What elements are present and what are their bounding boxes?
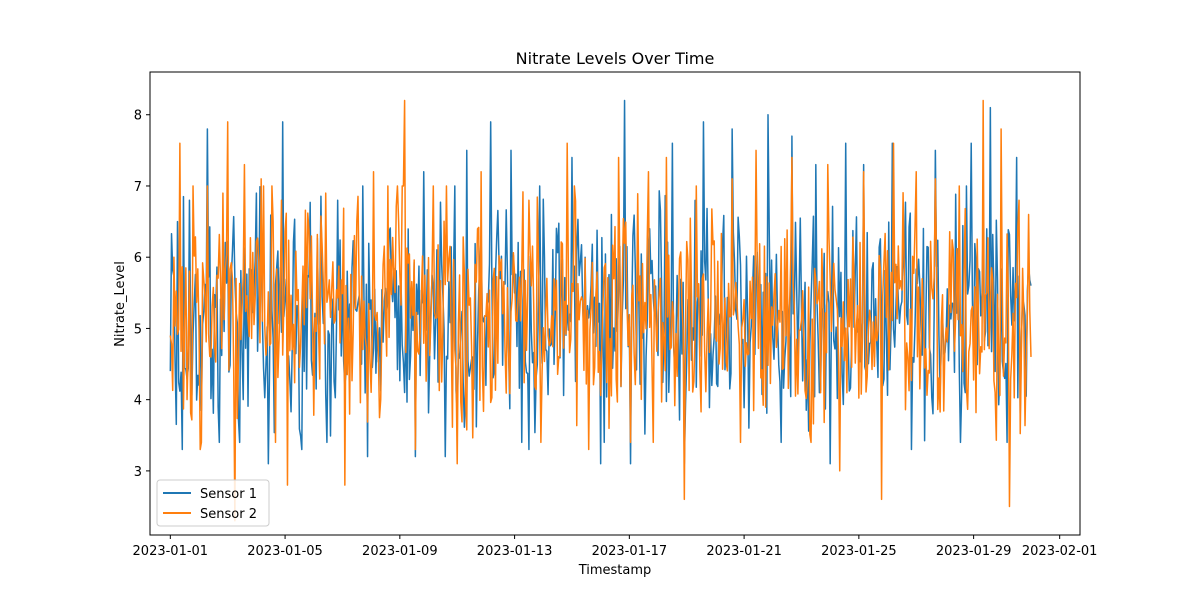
- x-tick-label: 2023-01-05: [247, 544, 323, 559]
- x-tick-label: 2023-01-25: [821, 544, 897, 559]
- x-tick-label: 2023-01-09: [362, 544, 438, 559]
- y-axis-label: Nitrate_Level: [113, 261, 128, 347]
- y-axis: 3 4 5 6 7 8: [134, 109, 150, 480]
- y-tick-label: 8: [134, 109, 142, 124]
- x-tick-label: 2023-01-29: [936, 544, 1012, 559]
- y-tick-label: 5: [134, 322, 142, 337]
- legend: Sensor 1 Sensor 2: [156, 479, 270, 527]
- x-tick-label: 2023-01-01: [133, 544, 209, 559]
- legend-box: [156, 479, 270, 527]
- y-tick-label: 4: [134, 394, 142, 409]
- series-line-sensor-2: [169, 99, 1032, 522]
- x-tick-label: 2023-01-21: [706, 544, 782, 559]
- plot-frame: [149, 71, 1081, 536]
- x-axis: 2023-01-01 2023-01-05 2023-01-09 2023-01-13…: [133, 535, 1098, 559]
- x-tick-label: 2023-02-01: [1022, 544, 1098, 559]
- chart-title: Nitrate Levels Over Time: [516, 49, 715, 68]
- x-tick-label: 2023-01-17: [592, 544, 668, 559]
- x-axis-label: Timestamp: [578, 563, 652, 578]
- y-tick-label: 6: [134, 251, 142, 266]
- x-tick-label: 2023-01-13: [477, 544, 553, 559]
- series-layer: [169, 99, 1032, 522]
- legend-label-sensor-1: Sensor 1: [200, 487, 257, 502]
- legend-label-sensor-2: Sensor 2: [200, 507, 257, 522]
- y-tick-label: 3: [134, 465, 142, 480]
- y-tick-label: 7: [134, 180, 142, 195]
- series-line-sensor-1: [169, 99, 1032, 465]
